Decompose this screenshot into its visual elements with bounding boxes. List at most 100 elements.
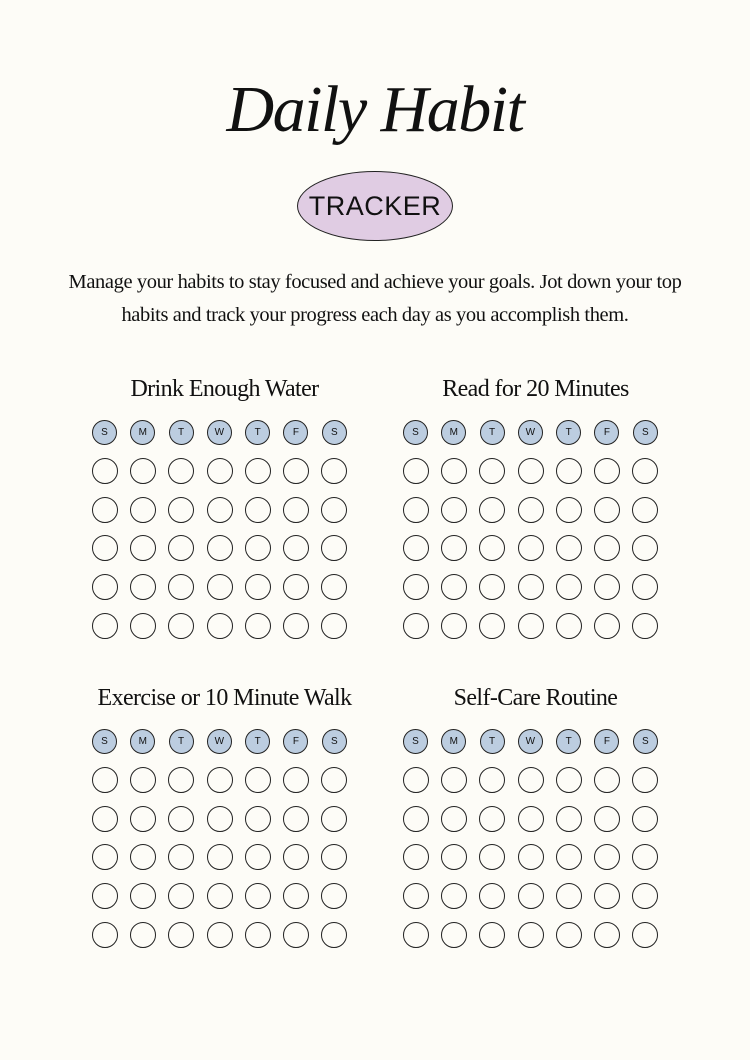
habit-check-circle[interactable] — [479, 574, 506, 600]
habit-check-circle[interactable] — [441, 921, 468, 948]
habit-check-circle[interactable] — [403, 844, 429, 871]
habit-check-circle[interactable] — [244, 766, 271, 793]
habit-check-circle[interactable] — [92, 612, 118, 639]
habit-check-circle[interactable] — [403, 574, 429, 600]
habit-check-circle[interactable] — [479, 612, 506, 639]
habit-check-circle[interactable] — [168, 844, 195, 871]
habit-check-circle[interactable] — [593, 496, 620, 523]
habit-check-circle[interactable] — [321, 574, 348, 600]
habit-check-circle[interactable] — [479, 766, 506, 793]
habit-check-circle[interactable] — [244, 496, 271, 523]
habit-check-circle[interactable] — [206, 883, 233, 909]
habit-check-circle[interactable] — [206, 805, 233, 832]
habit-check-circle[interactable] — [244, 805, 271, 832]
habit-check-circle[interactable] — [282, 805, 309, 832]
habit-check-circle[interactable] — [92, 921, 118, 948]
habit-check-circle[interactable] — [130, 766, 157, 793]
habit-check-circle[interactable] — [593, 574, 620, 600]
habit-check-circle[interactable] — [244, 883, 271, 909]
habit-check-circle[interactable] — [244, 457, 271, 484]
habit-check-circle[interactable] — [130, 574, 157, 600]
habit-check-circle[interactable] — [441, 805, 468, 832]
habit-check-circle[interactable] — [403, 805, 429, 832]
habit-check-circle[interactable] — [555, 535, 582, 562]
habit-check-circle[interactable] — [92, 805, 118, 832]
habit-check-circle[interactable] — [479, 457, 506, 484]
habit-check-circle[interactable] — [168, 496, 195, 523]
habit-check-circle[interactable] — [555, 612, 582, 639]
habit-check-circle[interactable] — [593, 612, 620, 639]
habit-title[interactable]: Drink Enough Water — [130, 376, 319, 402]
habit-check-circle[interactable] — [593, 457, 620, 484]
habit-check-circle[interactable] — [593, 535, 620, 562]
habit-check-circle[interactable] — [321, 921, 348, 948]
habit-check-circle[interactable] — [403, 612, 429, 639]
habit-check-circle[interactable] — [403, 496, 429, 523]
habit-check-circle[interactable] — [244, 921, 271, 948]
habit-check-circle[interactable] — [403, 457, 429, 484]
habit-check-circle[interactable] — [632, 535, 659, 562]
habit-check-circle[interactable] — [632, 612, 659, 639]
habit-check-circle[interactable] — [244, 844, 271, 871]
habit-check-circle[interactable] — [441, 612, 468, 639]
habit-check-circle[interactable] — [321, 496, 348, 523]
habit-check-circle[interactable] — [479, 535, 506, 562]
habit-check-circle[interactable] — [130, 457, 157, 484]
habit-check-circle[interactable] — [130, 844, 157, 871]
habit-check-circle[interactable] — [282, 766, 309, 793]
habit-check-circle[interactable] — [206, 844, 233, 871]
habit-check-circle[interactable] — [168, 921, 195, 948]
habit-check-circle[interactable] — [517, 805, 544, 832]
habit-check-circle[interactable] — [244, 612, 271, 639]
habit-check-circle[interactable] — [593, 805, 620, 832]
habit-check-circle[interactable] — [517, 766, 544, 793]
habit-check-circle[interactable] — [168, 457, 195, 484]
habit-check-circle[interactable] — [632, 574, 659, 600]
habit-check-circle[interactable] — [441, 535, 468, 562]
habit-check-circle[interactable] — [282, 496, 309, 523]
habit-check-circle[interactable] — [593, 844, 620, 871]
habit-check-circle[interactable] — [168, 805, 195, 832]
habit-check-circle[interactable] — [206, 457, 233, 484]
habit-check-circle[interactable] — [517, 844, 544, 871]
habit-check-circle[interactable] — [321, 766, 348, 793]
habit-check-circle[interactable] — [632, 883, 659, 909]
habit-check-circle[interactable] — [130, 921, 157, 948]
habit-check-circle[interactable] — [321, 844, 348, 871]
habit-check-circle[interactable] — [555, 805, 582, 832]
habit-check-circle[interactable] — [555, 844, 582, 871]
habit-check-circle[interactable] — [282, 844, 309, 871]
habit-check-circle[interactable] — [92, 496, 118, 523]
habit-check-circle[interactable] — [206, 921, 233, 948]
habit-check-circle[interactable] — [517, 612, 544, 639]
habit-check-circle[interactable] — [555, 496, 582, 523]
habit-check-circle[interactable] — [441, 574, 468, 600]
habit-check-circle[interactable] — [555, 457, 582, 484]
habit-check-circle[interactable] — [321, 457, 348, 484]
habit-check-circle[interactable] — [282, 921, 309, 948]
habit-check-circle[interactable] — [517, 457, 544, 484]
habit-check-circle[interactable] — [206, 496, 233, 523]
habit-check-circle[interactable] — [282, 574, 309, 600]
habit-check-circle[interactable] — [479, 844, 506, 871]
habit-check-circle[interactable] — [321, 535, 348, 562]
habit-check-circle[interactable] — [206, 612, 233, 639]
habit-check-circle[interactable] — [206, 766, 233, 793]
habit-check-circle[interactable] — [441, 844, 468, 871]
habit-check-circle[interactable] — [593, 766, 620, 793]
habit-check-circle[interactable] — [555, 766, 582, 793]
habit-check-circle[interactable] — [321, 883, 348, 909]
habit-check-circle[interactable] — [441, 766, 468, 793]
habit-check-circle[interactable] — [244, 574, 271, 600]
habit-check-circle[interactable] — [441, 496, 468, 523]
habit-check-circle[interactable] — [130, 612, 157, 639]
habit-check-circle[interactable] — [403, 535, 429, 562]
habit-check-circle[interactable] — [517, 883, 544, 909]
habit-check-circle[interactable] — [92, 457, 118, 484]
habit-check-circle[interactable] — [517, 574, 544, 600]
habit-check-circle[interactable] — [282, 457, 309, 484]
habit-check-circle[interactable] — [92, 574, 118, 600]
habit-check-circle[interactable] — [555, 574, 582, 600]
habit-check-circle[interactable] — [130, 496, 157, 523]
habit-check-circle[interactable] — [130, 883, 157, 909]
